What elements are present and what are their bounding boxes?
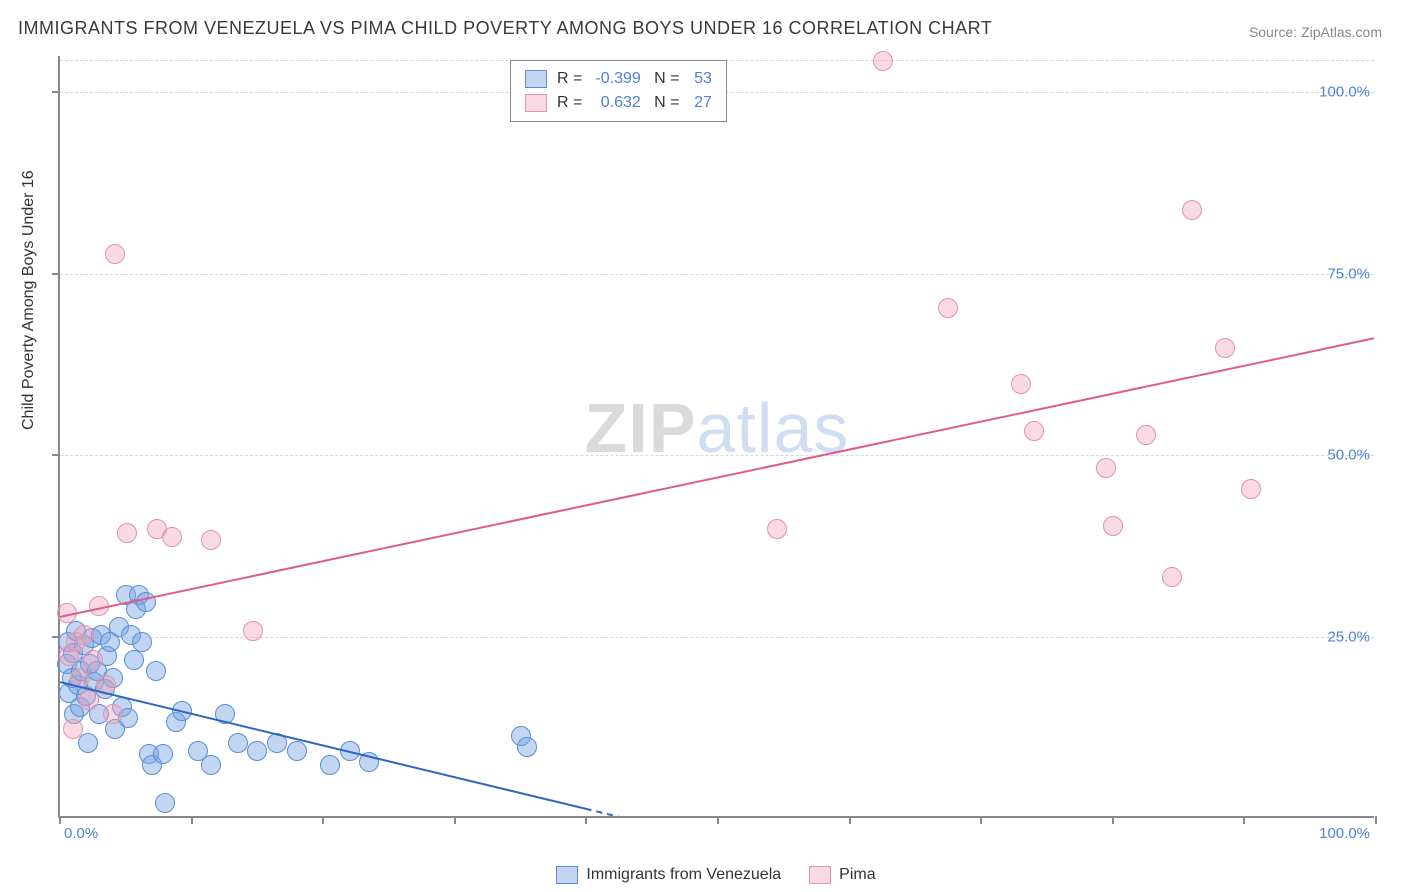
- data-point: [105, 244, 125, 264]
- legend-swatch: [556, 866, 578, 884]
- y-tick: [52, 454, 60, 456]
- legend-item: Pima: [809, 866, 875, 884]
- data-point: [1241, 479, 1261, 499]
- data-point: [517, 737, 537, 757]
- x-tick: [1112, 816, 1114, 824]
- y-tick-label: 100.0%: [1319, 84, 1376, 101]
- gridline: [60, 455, 1374, 456]
- data-point: [57, 603, 77, 623]
- data-point: [153, 744, 173, 764]
- legend-swatch: [525, 94, 547, 112]
- x-tick-label: 100.0%: [1319, 825, 1370, 842]
- x-tick: [1243, 816, 1245, 824]
- y-tick: [52, 273, 60, 275]
- legend-stats-row: R = -0.399 N = 53: [525, 67, 712, 91]
- data-point: [124, 650, 144, 670]
- legend-swatch: [809, 866, 831, 884]
- data-point: [1182, 200, 1202, 220]
- data-point: [320, 755, 340, 775]
- data-point: [89, 596, 109, 616]
- data-point: [1162, 567, 1182, 587]
- legend-stats-text: R = 0.632 N = 27: [557, 91, 712, 115]
- x-tick: [322, 816, 324, 824]
- legend-bottom: Immigrants from Venezuela Pima: [58, 866, 1374, 884]
- gridline: [60, 274, 1374, 275]
- data-point: [74, 625, 94, 645]
- data-point: [70, 668, 90, 688]
- data-point: [146, 661, 166, 681]
- legend-label: Immigrants from Venezuela: [586, 866, 781, 884]
- data-point: [78, 733, 98, 753]
- x-tick: [980, 816, 982, 824]
- data-point: [1136, 425, 1156, 445]
- data-point: [79, 690, 99, 710]
- data-point: [155, 793, 175, 813]
- x-tick: [717, 816, 719, 824]
- x-tick: [191, 816, 193, 824]
- y-tick: [52, 91, 60, 93]
- data-point: [247, 741, 267, 761]
- legend-item: Immigrants from Venezuela: [556, 866, 781, 884]
- data-point: [340, 741, 360, 761]
- data-point: [201, 755, 221, 775]
- y-axis-label: Child Poverty Among Boys Under 16: [20, 170, 38, 430]
- data-point: [287, 741, 307, 761]
- legend-stats-row: R = 0.632 N = 27: [525, 91, 712, 115]
- x-tick: [849, 816, 851, 824]
- x-tick: [454, 816, 456, 824]
- data-point: [132, 632, 152, 652]
- legend-swatch: [525, 70, 547, 88]
- data-point: [1215, 338, 1235, 358]
- y-tick-label: 25.0%: [1327, 628, 1376, 645]
- data-point: [359, 752, 379, 772]
- legend-stats: R = -0.399 N = 53R = 0.632 N = 27: [510, 60, 727, 122]
- y-tick-label: 75.0%: [1327, 265, 1376, 282]
- data-point: [103, 704, 123, 724]
- x-tick: [1375, 816, 1377, 824]
- trend-lines: [60, 56, 1374, 816]
- data-point: [938, 298, 958, 318]
- data-point: [1011, 374, 1031, 394]
- data-point: [96, 675, 116, 695]
- x-tick: [59, 816, 61, 824]
- data-point: [63, 719, 83, 739]
- legend-stats-text: R = -0.399 N = 53: [557, 67, 712, 91]
- data-point: [243, 621, 263, 641]
- data-point: [1096, 458, 1116, 478]
- data-point: [117, 523, 137, 543]
- data-point: [267, 733, 287, 753]
- legend-label: Pima: [839, 866, 875, 884]
- y-tick-label: 50.0%: [1327, 447, 1376, 464]
- data-point: [1024, 421, 1044, 441]
- x-tick-label: 0.0%: [64, 825, 98, 842]
- data-point: [172, 701, 192, 721]
- data-point: [136, 592, 156, 612]
- watermark: ZIPatlas: [585, 388, 850, 468]
- x-tick: [585, 816, 587, 824]
- data-point: [201, 530, 221, 550]
- plot-area: ZIPatlas R = -0.399 N = 53R = 0.632 N = …: [58, 56, 1374, 818]
- data-point: [162, 527, 182, 547]
- data-point: [228, 733, 248, 753]
- data-point: [215, 704, 235, 724]
- chart-title: IMMIGRANTS FROM VENEZUELA VS PIMA CHILD …: [18, 18, 992, 39]
- data-point: [767, 519, 787, 539]
- data-point: [873, 51, 893, 71]
- data-point: [1103, 516, 1123, 536]
- source-attribution: Source: ZipAtlas.com: [1249, 24, 1382, 40]
- data-point: [83, 650, 103, 670]
